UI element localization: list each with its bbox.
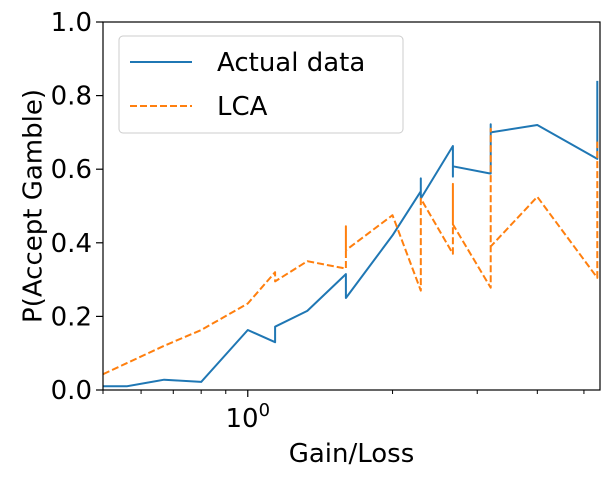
x-tick-label-exponent-0: 0 <box>259 400 270 421</box>
legend-box <box>118 35 404 134</box>
x-tick-label-base-0: 10 <box>225 404 258 434</box>
legend: Actual data LCA <box>118 35 404 134</box>
legend-label-0: Actual data <box>217 48 365 78</box>
y-axis: 0.0 0.2 0.4 0.6 0.8 1.0 <box>51 8 103 406</box>
y-tick-label-5: 1.0 <box>51 8 92 38</box>
plot-frame <box>102 21 601 391</box>
y-tick-label-1: 0.2 <box>51 302 92 332</box>
x-axis: 100 <box>102 390 585 434</box>
y-tick-label-3: 0.6 <box>51 155 92 185</box>
legend-label-1: LCA <box>217 92 268 122</box>
x-axis-label: Gain/Loss <box>289 439 415 469</box>
y-tick-label-4: 0.8 <box>51 82 92 112</box>
x-tick-label-0: 100 <box>225 400 270 434</box>
y-axis-label: P(Accept Gamble) <box>19 89 49 323</box>
series-line-0 <box>103 80 599 388</box>
y-tick-label-0: 0.0 <box>51 376 92 406</box>
series-line-1 <box>103 127 599 376</box>
y-tick-label-2: 0.4 <box>51 229 92 259</box>
plot-series <box>103 80 599 388</box>
